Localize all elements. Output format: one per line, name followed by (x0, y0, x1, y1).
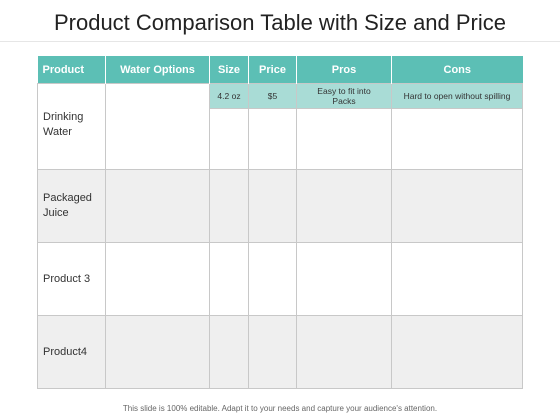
row-product-label: Drinking Water (43, 111, 84, 138)
header-size: Size (209, 56, 249, 84)
water-options-cell (105, 242, 210, 316)
water-options-cell (105, 83, 210, 170)
price-cell (248, 315, 297, 389)
cons-cell (391, 242, 523, 316)
pros-cell (296, 242, 392, 316)
header-price: Price (248, 56, 297, 84)
price-cell: $5 (248, 83, 297, 170)
cons-cell: Hard to open without spilling (391, 83, 523, 170)
cons-cell (391, 315, 523, 389)
title-divider (0, 41, 560, 42)
table-header-row: Product Water Options Size Price Pros Co… (37, 56, 523, 84)
row-product-label: Product 3 (37, 242, 106, 316)
pros-cell (296, 315, 392, 389)
table-row: Drinking Water 4.2 oz $5 Easy to fit int… (37, 83, 523, 170)
pros-value: Easy to fit into Packs (297, 84, 391, 109)
footer-note: This slide is 100% editable. Adapt it to… (122, 404, 438, 413)
row-product-label: Product4 (37, 315, 106, 389)
row-product-cell: Drinking Water (37, 83, 106, 170)
page-title: Product Comparison Table with Size and P… (53, 10, 507, 35)
water-options-cell (105, 169, 210, 243)
cons-value: Hard to open without spilling (392, 84, 522, 109)
price-cell (248, 242, 297, 316)
table-row: Packaged Juice (37, 169, 523, 243)
header-product: Product (37, 56, 106, 84)
size-cell: 4.2 oz (209, 83, 249, 170)
pros-cell (296, 169, 392, 243)
water-options-cell (105, 315, 210, 389)
size-cell (209, 169, 249, 243)
price-value: $5 (249, 84, 296, 109)
cons-cell (391, 169, 523, 243)
row-product-label: Packaged Juice (37, 169, 106, 243)
header-cons: Cons (391, 56, 523, 84)
header-water-options: Water Options (105, 56, 210, 84)
size-value: 4.2 oz (210, 84, 248, 109)
size-cell (209, 315, 249, 389)
comparison-table: Product Water Options Size Price Pros Co… (37, 56, 523, 389)
table-row: Product4 (37, 315, 523, 389)
header-pros: Pros (296, 56, 392, 84)
price-cell (248, 169, 297, 243)
table-row: Product 3 (37, 242, 523, 316)
size-cell (209, 242, 249, 316)
pros-cell: Easy to fit into Packs (296, 83, 392, 170)
